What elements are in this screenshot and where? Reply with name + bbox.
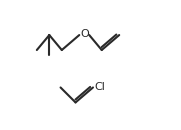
Text: O: O (80, 29, 89, 39)
Text: Cl: Cl (95, 82, 106, 92)
